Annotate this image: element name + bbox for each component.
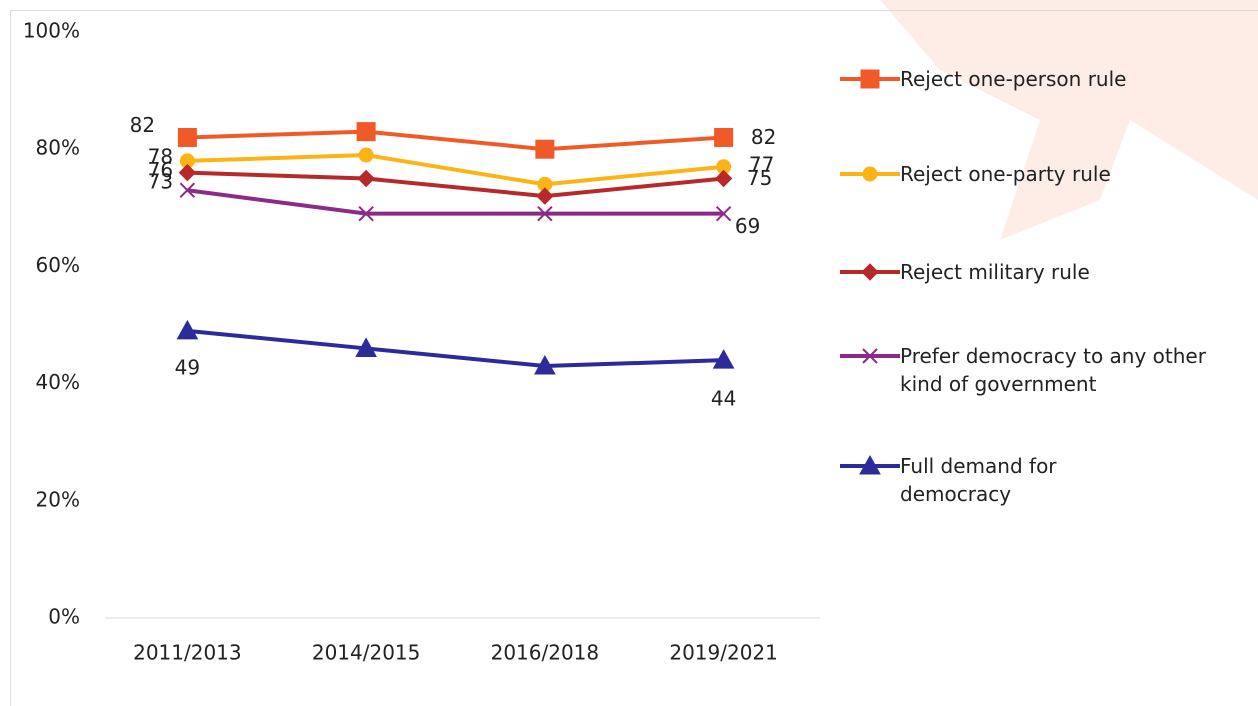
legend-label: Full demand for democracy bbox=[900, 452, 1120, 508]
series-line bbox=[187, 331, 723, 366]
point-marker bbox=[537, 188, 553, 204]
point-marker bbox=[179, 165, 195, 181]
x-tick-label: 2019/2021 bbox=[669, 641, 778, 665]
series-line bbox=[187, 190, 723, 213]
data-label: 82 bbox=[130, 113, 155, 137]
y-tick-label: 20% bbox=[36, 487, 80, 511]
legend-marker bbox=[863, 167, 877, 181]
data-label: 49 bbox=[175, 355, 200, 379]
legend-label: Prefer democracy to any other kind of go… bbox=[900, 342, 1240, 398]
point-marker bbox=[716, 171, 732, 187]
y-tick-label: 80% bbox=[36, 136, 80, 160]
data-label: 69 bbox=[735, 214, 760, 238]
point-marker bbox=[359, 148, 373, 162]
data-label: 82 bbox=[751, 125, 776, 149]
data-label: 44 bbox=[711, 387, 736, 411]
x-tick-label: 2014/2015 bbox=[312, 641, 421, 665]
legend-label: Reject one-person rule bbox=[900, 65, 1240, 93]
point-marker bbox=[178, 128, 196, 146]
x-tick-label: 2016/2018 bbox=[491, 641, 600, 665]
y-tick-label: 100% bbox=[23, 19, 80, 43]
y-tick-label: 60% bbox=[36, 253, 80, 277]
legend-marker bbox=[862, 264, 878, 280]
legend-marker bbox=[861, 70, 879, 88]
point-marker bbox=[357, 123, 375, 141]
data-label: 73 bbox=[148, 170, 173, 194]
y-tick-label: 40% bbox=[36, 370, 80, 394]
background-decoration bbox=[880, 0, 1258, 240]
legend-label: Reject one-party rule bbox=[900, 160, 1240, 188]
point-marker bbox=[536, 140, 554, 158]
series-line bbox=[187, 132, 723, 150]
point-marker bbox=[715, 128, 733, 146]
y-tick-label: 0% bbox=[48, 605, 80, 629]
legend-label: Reject military rule bbox=[900, 258, 1240, 286]
point-marker bbox=[358, 171, 374, 187]
series-line bbox=[187, 155, 723, 184]
page: 0% 20% 40% 60% 80% 100% 2011/2013 2014/2015 2016… bbox=[0, 0, 1258, 706]
x-tick-label: 2011/2013 bbox=[133, 641, 242, 665]
data-label: 75 bbox=[747, 166, 772, 190]
